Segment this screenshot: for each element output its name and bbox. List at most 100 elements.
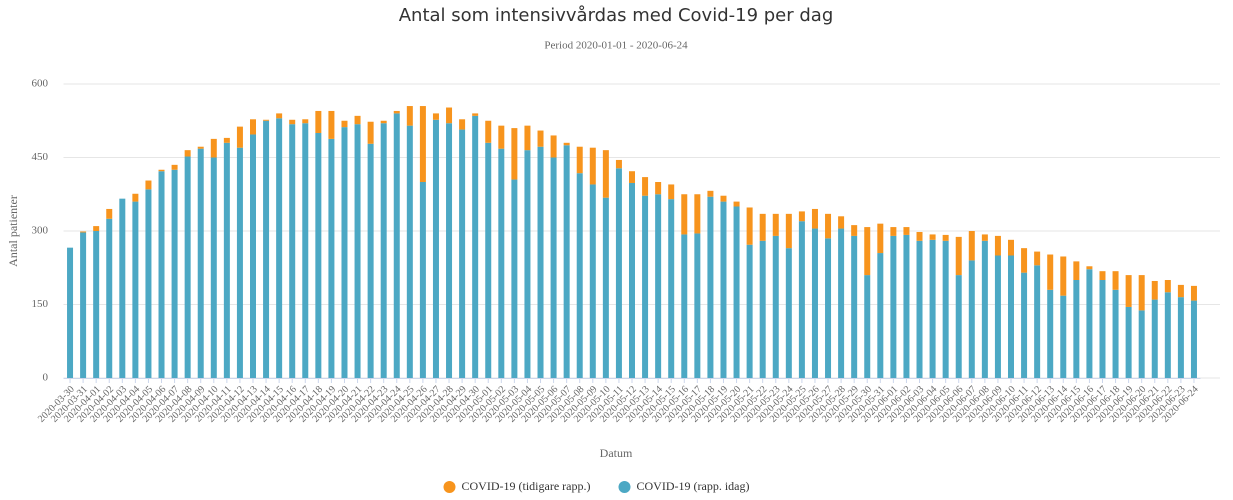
bar-segment [602,197,609,378]
bar-segment [903,227,910,235]
bar-segment [498,148,505,378]
bar-segment [315,110,322,133]
bar-segment [67,247,74,378]
bar-segment [171,169,178,378]
bar-segment [1164,280,1171,293]
bar-segment [642,195,649,378]
bar-segment [916,240,923,378]
bar-segment [877,223,884,254]
bar-segment [1073,261,1080,280]
legend-label: COVID-19 (rapp. idag) [637,479,750,493]
bar-segment [772,213,779,236]
bar-segment [746,207,753,245]
bar-segment [432,119,439,379]
bar-segment [903,234,910,378]
bar-segment [419,106,426,182]
bar-segment [276,113,283,119]
bar-segment [132,193,139,202]
bar-segment [1177,297,1184,378]
bar-segment [707,190,714,197]
bar-segment [171,164,178,170]
bar-segment [380,120,387,124]
bar-segment [1112,289,1119,378]
bar-segment [694,194,701,234]
bar-segment [785,213,792,249]
bar-segment [80,232,87,378]
bar-segment [1060,256,1067,296]
bar-segment [772,235,779,378]
bar-segment [184,150,191,157]
bar-segment [890,235,897,378]
bar-segment [1138,275,1145,311]
bar-segment [1047,289,1054,378]
bar-segment [615,159,622,169]
bar-segment [223,137,230,143]
bar-segment [942,234,949,241]
bar-segment [785,248,792,378]
bar-segment [158,171,165,378]
legend: COVID-19 (tidigare rapp.) COVID-19 (rapp.… [443,479,750,493]
bar-segment [446,107,453,124]
bar-segment [1060,295,1067,378]
bar-segment [811,208,818,229]
bar-segment [106,218,113,378]
bar-segment [1190,285,1197,301]
bar-segment [485,120,492,143]
bar-segment [877,253,884,378]
bar-segment [1086,266,1093,270]
bar-segment [524,150,531,378]
bar-segment [184,156,191,378]
bar-segment [929,239,936,378]
bar-segment [472,115,479,378]
bar-segment [1099,271,1106,280]
bar-segment [236,147,243,378]
bar-segment [210,138,217,158]
bar-segment [629,171,635,183]
bar-segment [119,198,126,378]
bar-segment [106,208,113,219]
bar-segment [1164,292,1171,378]
bar-segment [576,146,583,174]
bar-segment [393,110,400,114]
bar-segment [354,124,361,379]
bar-segment [276,118,283,379]
bar-segment [380,123,387,378]
bar-segment [602,150,609,198]
bar-segment [589,184,596,378]
legend-marker [443,481,456,493]
bar-segment [759,213,766,241]
bar-segment [354,115,361,125]
bar-segment [851,235,858,378]
bar-segment [550,135,557,158]
bar-segment [929,234,936,240]
y-tick-label: 300 [32,225,49,237]
bar-segment [498,125,505,149]
bar-segment [328,138,335,378]
bar-segment [838,216,845,229]
bar-segment [563,142,570,146]
bar-segment [955,236,962,276]
bar-segment [459,119,466,130]
bar-segment [341,127,348,379]
bar-segment [968,260,975,378]
bar-segment [1086,269,1093,378]
bar-segment [681,234,688,378]
bar-segment [80,231,87,233]
bar-segment [197,148,204,378]
bar-segment [668,199,675,378]
bar-segment [1112,271,1119,290]
bar-segment [890,227,897,236]
bar-segment [1151,299,1158,378]
bar-segment [733,206,740,378]
bar-segment [825,238,832,378]
bar-segment [511,179,518,378]
bar-segment [694,233,701,378]
bar-segment [1021,248,1028,273]
bar-segment [341,120,348,128]
bar-segment [655,194,662,378]
bar-segment [289,124,296,379]
legend-marker [618,481,631,493]
bar-segment [446,123,453,378]
bar-segment [93,226,100,231]
